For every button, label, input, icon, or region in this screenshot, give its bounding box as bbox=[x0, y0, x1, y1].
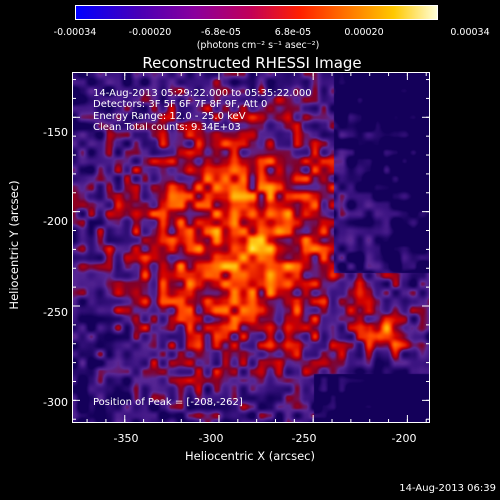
x-tick-label: -250 bbox=[291, 432, 317, 445]
colorbar-tick-label: -0.00034 bbox=[53, 27, 97, 38]
image-plot-area bbox=[72, 72, 430, 423]
colorbar-tick-label: 0.00034 bbox=[450, 27, 490, 38]
colorbar-tick-label: 0.00020 bbox=[344, 27, 384, 38]
annotation-detectors: Detectors: 3F 5F 6F 7F 8F 9F, Att 0 bbox=[93, 99, 268, 110]
x-tick-label: -350 bbox=[113, 432, 139, 445]
x-tick-label: -200 bbox=[391, 432, 417, 445]
y-tick-label: -150 bbox=[43, 126, 68, 139]
annotation-energy-range: Energy Range: 12.0 - 25.0 keV bbox=[93, 111, 246, 122]
y-tick-label: -250 bbox=[43, 306, 68, 319]
annotation-peak-position: Position of Peak = [-208,-262] bbox=[93, 397, 243, 408]
y-tick-label: -200 bbox=[43, 215, 68, 228]
x-axis-label: Heliocentric X (arcsec) bbox=[185, 449, 315, 463]
colorbar-units: (photons cm⁻² s⁻¹ asec⁻²) bbox=[196, 40, 320, 51]
colorbar-tick-label: -0.00020 bbox=[128, 27, 172, 38]
chart-title: Reconstructed RHESSI Image bbox=[142, 54, 362, 72]
plot-timestamp: 14-Aug-2013 06:39 bbox=[399, 483, 496, 494]
annotation-time-range: 14-Aug-2013 05:29:22.000 to 05:35:22.000 bbox=[93, 88, 312, 99]
y-axis-label: Heliocentric Y (arcsec) bbox=[7, 180, 21, 310]
x-tick-label: -300 bbox=[198, 432, 224, 445]
colorbar-tick-label: -6.8e-05 bbox=[201, 27, 241, 38]
heatmap-image bbox=[73, 73, 429, 422]
colorbar-tick-label: 6.8e-05 bbox=[274, 27, 312, 38]
y-tick-label: -300 bbox=[43, 396, 68, 409]
annotation-clean-counts: Clean Total counts: 9.34E+03 bbox=[93, 122, 241, 133]
colorbar bbox=[75, 5, 438, 20]
